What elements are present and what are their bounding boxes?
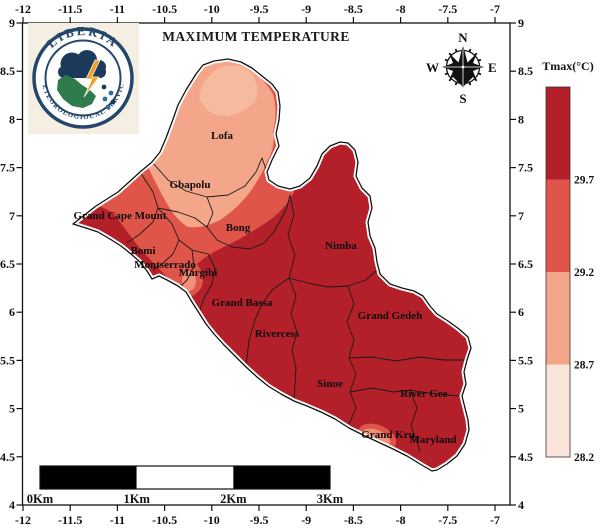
compass-spike bbox=[469, 82, 470, 85]
y-axis-label-right: 7.5 bbox=[518, 161, 533, 175]
x-axis-label-bottom: -8 bbox=[396, 513, 406, 527]
scale-bar-segment bbox=[233, 466, 330, 489]
compass-s-label: S bbox=[459, 91, 466, 106]
legend-segment bbox=[546, 272, 570, 365]
y-axis-label-right: 4 bbox=[518, 498, 524, 512]
compass-spike bbox=[478, 60, 481, 61]
county-label: Grand Kru bbox=[361, 429, 414, 441]
compass-w-label: W bbox=[426, 60, 439, 75]
y-axis-label-left: 5 bbox=[9, 402, 15, 416]
x-axis-label-bottom: -7 bbox=[490, 513, 500, 527]
compass-spike bbox=[469, 49, 470, 52]
compass-spike bbox=[478, 73, 481, 74]
compass-spike bbox=[445, 73, 448, 74]
legend-value: 28.7 bbox=[574, 360, 594, 372]
x-axis-label-bottom: -11 bbox=[110, 513, 125, 527]
county-label: Grand Cape Mount bbox=[74, 210, 167, 222]
x-axis-label-top: -10.5 bbox=[152, 2, 177, 16]
legend-colorbar bbox=[546, 87, 570, 457]
county-label: Grand Bassa bbox=[212, 297, 273, 309]
county-label: Bomi bbox=[130, 245, 155, 257]
x-axis-label-top: -9.5 bbox=[250, 2, 269, 16]
county-label: River Gee bbox=[400, 388, 447, 400]
x-axis-label-top: -8.5 bbox=[344, 2, 363, 16]
y-axis-label-right: 6 bbox=[518, 305, 524, 319]
map-canvas: -12 -12 -11.5 -11.5 -11 -11 -10.5 -10.5 -10 -10 -9… bbox=[0, 0, 600, 530]
y-axis-label-left: 4.5 bbox=[0, 450, 15, 464]
x-axis-label-bottom: -9 bbox=[301, 513, 311, 527]
compass-e-label: E bbox=[488, 60, 497, 75]
y-axis-label-right: 8.5 bbox=[518, 64, 533, 78]
x-axis-label-bottom: -7.5 bbox=[438, 513, 457, 527]
scale-bar-segment bbox=[137, 466, 234, 489]
map-title: MAXIMUM TEMPERATURE bbox=[162, 29, 349, 44]
county-label: Bong bbox=[226, 222, 251, 234]
y-axis-label-left: 6.5 bbox=[0, 257, 15, 271]
compass-n-label: N bbox=[458, 30, 468, 45]
legend-segment bbox=[546, 87, 570, 180]
x-axis-label-top: -9 bbox=[301, 2, 311, 16]
x-axis-label-bottom: -10.5 bbox=[152, 513, 177, 527]
y-axis-label-left: 5.5 bbox=[0, 353, 15, 367]
compass-spike bbox=[456, 49, 457, 52]
x-axis-label-top: -8 bbox=[396, 2, 406, 16]
x-axis-label-bottom: -12 bbox=[15, 513, 31, 527]
county-label: Maryland bbox=[409, 434, 456, 446]
x-axis-label-top: -7.5 bbox=[438, 2, 457, 16]
county-label: Lofa bbox=[211, 130, 234, 142]
county-label: Rivercess bbox=[255, 328, 300, 340]
x-axis-label-top: -10 bbox=[204, 2, 220, 16]
county-label: Grand Gedeh bbox=[358, 310, 422, 322]
x-axis-label-bottom: -8.5 bbox=[344, 513, 363, 527]
scale-bar-segment bbox=[40, 466, 137, 489]
y-axis-label-right: 5 bbox=[518, 402, 524, 416]
scale-bar-label: 1Km bbox=[123, 492, 150, 506]
scale-bar-label: 0Km bbox=[27, 492, 54, 506]
x-axis-label-bottom: -9.5 bbox=[250, 513, 269, 527]
y-axis-label-left: 7.5 bbox=[0, 161, 15, 175]
y-axis-label-right: 5.5 bbox=[518, 353, 533, 367]
screenshot-root: -12 -12 -11.5 -11.5 -11 -11 -10.5 -10.5 -10 -10 -9… bbox=[0, 0, 600, 530]
legend-value: 29.7 bbox=[574, 175, 594, 187]
county-label: Nimba bbox=[325, 240, 357, 252]
legend-title: Tmax(°C) bbox=[542, 59, 593, 73]
compass-spike bbox=[456, 82, 457, 85]
county-label: Sinoe bbox=[317, 378, 343, 390]
y-axis-label-right: 6.5 bbox=[518, 257, 533, 271]
y-axis-label-left: 8.5 bbox=[0, 64, 15, 78]
compass-spike bbox=[445, 60, 448, 61]
y-axis-label-left: 8 bbox=[9, 112, 15, 126]
x-axis-label-bottom: -10 bbox=[204, 513, 220, 527]
legend-value: 29.2 bbox=[574, 267, 594, 279]
x-axis-label-top: -12 bbox=[15, 2, 31, 16]
legend-segment bbox=[546, 365, 570, 458]
y-axis-label-right: 4.5 bbox=[518, 450, 533, 464]
county-label: Gbapolu bbox=[170, 179, 211, 191]
scale-bar-label: 2Km bbox=[220, 492, 247, 506]
legend-segment bbox=[546, 180, 570, 273]
y-axis-label-left: 7 bbox=[9, 209, 15, 223]
x-axis-label-top: -11 bbox=[110, 2, 125, 16]
y-axis-label-right: 9 bbox=[518, 16, 524, 30]
y-axis-label-left: 4 bbox=[9, 498, 15, 512]
scale-bar-label: 3Km bbox=[317, 492, 344, 506]
x-axis-label-top: -11.5 bbox=[58, 2, 82, 16]
y-axis-label-left: 6 bbox=[9, 305, 15, 319]
y-axis-label-right: 8 bbox=[518, 112, 524, 126]
y-axis-label-left: 9 bbox=[9, 16, 15, 30]
legend-value: 28.2 bbox=[574, 452, 594, 464]
county-label: Margibi bbox=[179, 267, 218, 279]
x-axis-label-bottom: -11.5 bbox=[58, 513, 82, 527]
y-axis-label-right: 7 bbox=[518, 209, 524, 223]
x-axis-label-top: -7 bbox=[490, 2, 500, 16]
